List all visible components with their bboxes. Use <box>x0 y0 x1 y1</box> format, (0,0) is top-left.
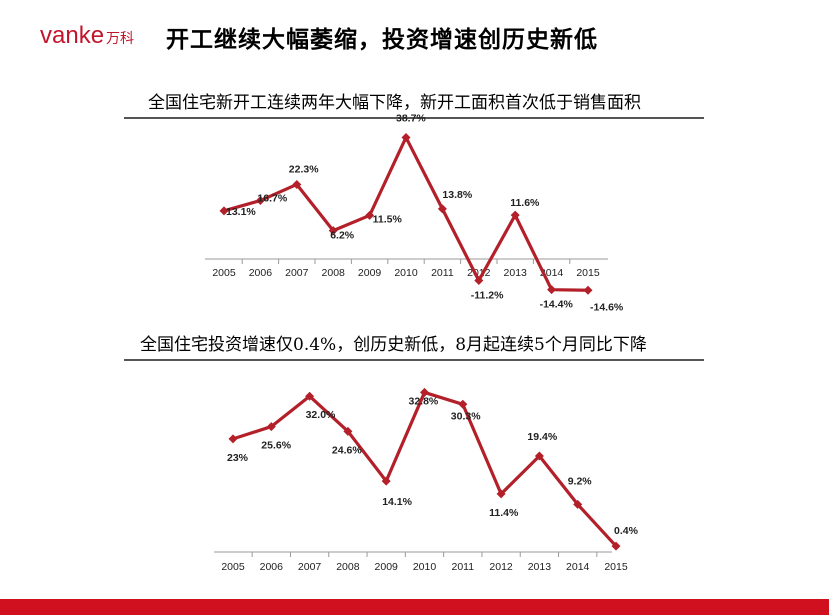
data-point-marker <box>510 210 520 220</box>
data-point-marker <box>401 132 411 142</box>
data-point-marker <box>458 399 468 409</box>
x-tick-label: 2006 <box>249 267 273 279</box>
x-tick-label: 2005 <box>221 561 245 573</box>
x-tick-label: 2015 <box>604 561 628 573</box>
x-tick-label: 2008 <box>322 267 346 279</box>
data-point-marker <box>547 285 557 295</box>
x-tick-label: 2011 <box>452 561 475 573</box>
data-label: 19.4% <box>527 431 557 443</box>
data-label: 0.4% <box>614 525 639 537</box>
data-label: 11.5% <box>373 213 403 225</box>
x-tick-label: 2009 <box>358 267 382 279</box>
data-label: 13.8% <box>442 189 472 201</box>
data-point-marker <box>343 426 353 436</box>
data-label: 11.4% <box>489 507 519 519</box>
data-label: 24.6% <box>332 444 362 456</box>
data-label: 11.6% <box>510 197 540 209</box>
logo-chinese-mark: 万科 <box>106 31 135 47</box>
data-label: 32.8% <box>409 395 439 407</box>
chart2-title: 全国住宅投资增速仅0.4%，创历史新低，8月起连续5个月同比下降 <box>140 335 647 355</box>
x-tick-label: 2011 <box>431 267 454 279</box>
data-label: 32.0% <box>306 409 336 421</box>
x-tick-label: 2007 <box>298 561 322 573</box>
data-point-marker <box>420 387 429 397</box>
data-point-marker <box>305 391 315 401</box>
x-tick-label: 2013 <box>504 267 528 279</box>
data-point-marker <box>328 226 338 236</box>
data-point-marker <box>534 451 544 461</box>
data-point-marker <box>381 476 391 486</box>
vanke-logo: vanke 万科 <box>40 22 134 50</box>
data-label: 30.3% <box>451 410 481 422</box>
data-label: 25.6% <box>261 440 291 452</box>
x-tick-label: 2010 <box>394 267 418 279</box>
data-point-marker <box>365 210 375 220</box>
data-label: 13.1% <box>226 206 256 218</box>
data-label: 38.7% <box>396 112 426 124</box>
x-tick-label: 2012 <box>489 561 513 573</box>
data-point-marker <box>228 434 238 444</box>
x-tick-label: 2010 <box>413 561 437 573</box>
data-point-marker <box>255 196 265 206</box>
chart1-title-divider <box>124 117 704 119</box>
logo-wordmark: vanke <box>40 22 105 49</box>
data-point-marker <box>437 204 447 214</box>
series-line <box>232 390 618 548</box>
x-tick-label: 2009 <box>375 561 399 573</box>
x-tick-label: 2013 <box>528 561 552 573</box>
data-label: -11.2% <box>471 290 504 302</box>
chart1-title: 全国住宅新开工连续两年大幅下降，新开工面积首次低于销售面积 <box>148 93 641 113</box>
data-point-marker <box>474 276 484 286</box>
x-tick-label: 2005 <box>212 267 236 279</box>
data-point-marker <box>266 422 276 432</box>
data-point-marker <box>496 489 506 499</box>
data-label: 9.2% <box>568 475 593 487</box>
chart2-title-divider <box>124 359 704 361</box>
data-label: 22.3% <box>289 163 319 175</box>
footer-bar <box>0 599 829 615</box>
data-label: -14.6% <box>590 301 624 313</box>
data-point-marker <box>292 179 302 189</box>
x-tick-label: 2015 <box>576 267 600 279</box>
data-label: -14.4% <box>540 299 574 311</box>
data-label: 6.2% <box>330 230 355 242</box>
x-tick-label: 2014 <box>566 561 590 573</box>
data-point-marker <box>219 206 229 216</box>
data-label: 14.1% <box>382 496 412 508</box>
data-point-marker <box>573 499 583 509</box>
data-point-marker <box>611 541 621 551</box>
x-tick-label: 2008 <box>336 561 360 573</box>
data-label: 23% <box>227 452 249 464</box>
data-point-marker <box>583 285 593 295</box>
x-tick-label: 2006 <box>260 561 284 573</box>
slide-title: 开工继续大幅萎缩，投资增速创历史新低 <box>166 26 598 53</box>
x-tick-label: 2007 <box>285 267 309 279</box>
data-label: 16.7% <box>257 193 287 205</box>
